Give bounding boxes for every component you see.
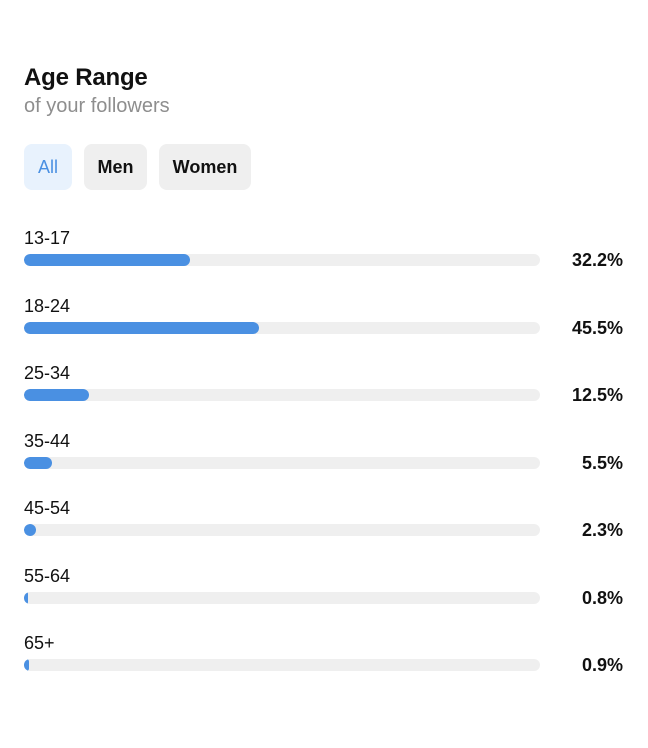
gender-filter-tabs: All Men Women [24,144,251,190]
category-label: 65+ [24,633,55,653]
page-subtitle: of your followers [24,95,170,117]
value-label: 32.2% [571,250,623,270]
value-label: 0.8% [581,587,623,608]
value-label: 12.5% [571,385,623,405]
bar-row: 45-54 2.3% [24,498,624,542]
tab-men[interactable]: Men [84,144,147,190]
category-label: 13-17 [24,228,71,248]
bar-track [24,659,540,671]
category-label: 55-64 [24,565,71,586]
value-label: 2.3% [581,520,623,540]
bar-track [24,254,540,266]
bar [24,456,53,469]
bar-row: 18-24 45.5% [24,296,624,340]
bar [24,524,36,536]
category-label: 35-44 [24,430,71,451]
bar [24,254,191,266]
bar [24,321,259,334]
bar-track [24,524,540,536]
bar [24,659,29,671]
bar-track [24,321,540,334]
bar-row: 55-64 0.8% [24,566,624,610]
bar-track [24,389,540,401]
bar-row: 35-44 5.5% [24,431,624,475]
bar-track [24,591,540,604]
bar [24,591,29,604]
bar-row: 13-17 32.2% [24,228,624,272]
category-label: 18-24 [24,295,71,316]
tab-all[interactable]: All [24,144,72,190]
value-label: 0.9% [581,655,623,675]
bar-row: 65+ 0.9% [24,633,624,677]
bar-row: 25-34 12.5% [24,363,624,407]
value-label: 45.5% [571,317,623,338]
tab-women[interactable]: Women [159,144,251,190]
category-label: 25-34 [24,363,71,383]
value-label: 5.5% [581,452,623,473]
category-label: 45-54 [24,498,71,518]
page-title: Age Range [24,64,148,91]
bar-track [24,456,540,469]
bar [24,389,89,401]
